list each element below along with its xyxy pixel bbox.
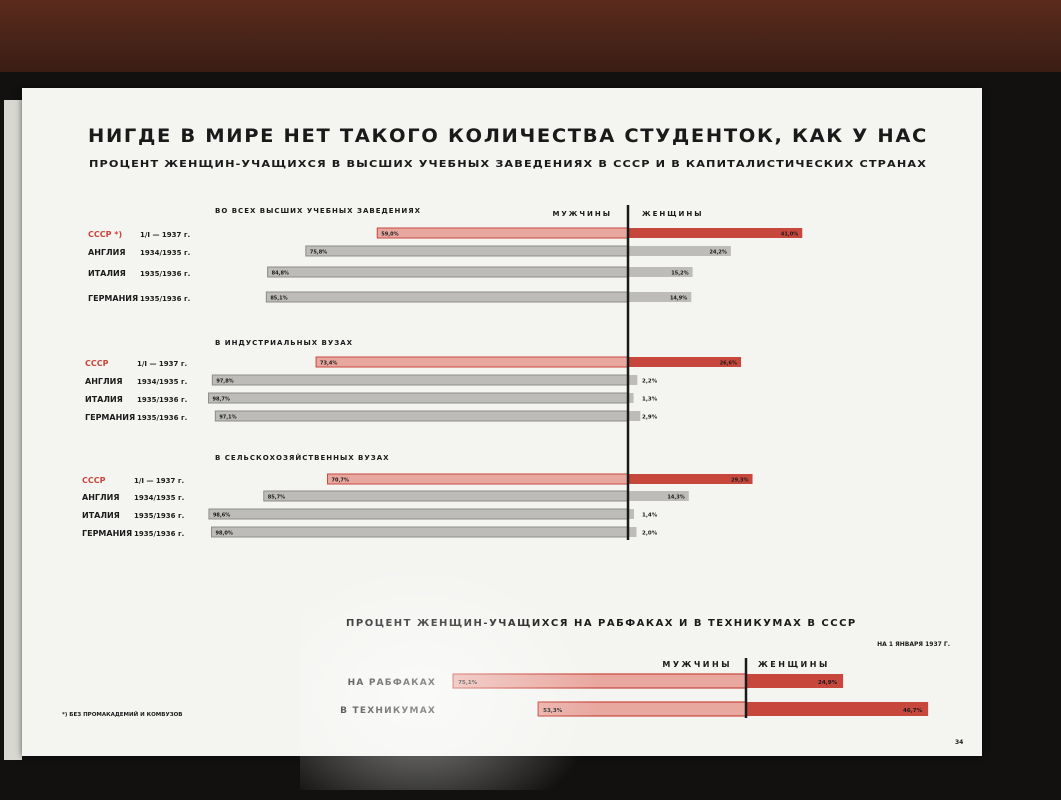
women-value-label: 46,7% xyxy=(903,708,923,714)
women-bar xyxy=(628,267,693,277)
year-label: 1934/1935 г. xyxy=(134,494,184,502)
women-header: ЖЕНЩИНЫ xyxy=(642,210,703,218)
women-value-label: 24,9% xyxy=(818,680,838,686)
country-label: СССР *) xyxy=(88,230,122,239)
men-value-label: 97,1% xyxy=(219,415,236,421)
men-value-label: 75,1% xyxy=(458,680,478,686)
men-value-label: 84,8% xyxy=(272,271,289,277)
women-bar xyxy=(628,375,638,385)
men-value-label: 75,8% xyxy=(310,250,327,256)
men-bar xyxy=(263,490,629,502)
year-label: 1934/1935 г. xyxy=(140,249,190,257)
women-value-label: 1,3% xyxy=(642,397,658,403)
men-value-label: 97,8% xyxy=(216,379,233,385)
women-value-label: 24,2% xyxy=(709,250,726,256)
row-label: НА РАБФАКАХ xyxy=(348,678,436,688)
women-bar xyxy=(628,411,641,421)
women-header: ЖЕНЩИНЫ xyxy=(758,660,830,669)
women-bar xyxy=(746,674,844,688)
men-bar xyxy=(208,508,629,520)
women-value-label: 14,3% xyxy=(667,495,684,501)
country-label: ГЕРМАНИЯ xyxy=(82,529,132,538)
women-value-label: 29,3% xyxy=(731,478,748,484)
men-value-label: 53,3% xyxy=(543,708,563,714)
women-bar xyxy=(628,474,753,484)
year-label: 1/I — 1937 г. xyxy=(134,477,184,485)
men-bar xyxy=(376,227,629,239)
women-value-label: 1,4% xyxy=(642,513,658,519)
men-bar xyxy=(537,701,747,717)
men-bar xyxy=(327,473,629,485)
men-value-label: 85,1% xyxy=(270,296,287,302)
women-value-label: 2,9% xyxy=(642,415,658,421)
page-edge xyxy=(4,100,22,760)
women-bar xyxy=(746,702,929,716)
men-value-label: 98,7% xyxy=(213,397,230,403)
country-label: ГЕРМАНИЯ xyxy=(88,294,138,303)
group-title: ВО ВСЕХ ВЫСШИХ УЧЕБНЫХ ЗАВЕДЕНИЯХ xyxy=(215,207,421,215)
men-bar xyxy=(211,374,629,386)
year-label: 1935/1936 г. xyxy=(140,295,190,303)
country-label: ИТАЛИЯ xyxy=(88,269,126,278)
men-bar xyxy=(208,392,629,404)
group-title: В ИНДУСТРИАЛЬНЫХ ВУЗАХ xyxy=(215,339,353,347)
country-label: АНГЛИЯ xyxy=(85,377,122,386)
year-label: 1935/1936 г. xyxy=(137,414,187,422)
men-bar xyxy=(267,266,629,278)
men-value-label: 85,7% xyxy=(268,495,285,501)
women-bar xyxy=(628,292,692,302)
men-bar xyxy=(265,291,629,303)
men-value-label: 59,0% xyxy=(381,232,398,238)
women-bar xyxy=(628,357,742,367)
women-bar xyxy=(628,228,803,238)
country-label: ИТАЛИЯ xyxy=(82,511,120,520)
page-title: НИГДЕ В МИРЕ НЕТ ТАКОГО КОЛИЧЕСТВА СТУДЕ… xyxy=(88,125,928,147)
country-label: ИТАЛИЯ xyxy=(85,395,123,404)
year-label: 1935/1936 г. xyxy=(134,530,184,538)
men-header: МУЖЧИНЫ xyxy=(662,660,732,669)
women-value-label: 2,2% xyxy=(642,379,658,385)
year-label: 1/I — 1937 г. xyxy=(140,231,190,239)
country-label: СССР xyxy=(82,476,106,485)
bottom-chart-title: ПРОЦЕНТ ЖЕНЩИН-УЧАЩИХСЯ НА РАБФАКАХ И В … xyxy=(346,618,857,629)
men-bar xyxy=(315,356,629,368)
women-bar xyxy=(628,527,637,537)
men-value-label: 70,7% xyxy=(332,478,349,484)
men-header: МУЖЧИНЫ xyxy=(552,210,612,218)
row-label: В ТЕХНИКУМАХ xyxy=(340,706,436,716)
page-number: 34 xyxy=(955,739,963,746)
women-value-label: 15,2% xyxy=(671,271,688,277)
year-label: 1935/1936 г. xyxy=(134,512,184,520)
women-bar xyxy=(628,509,634,519)
women-value-label: 2,0% xyxy=(642,531,658,537)
footnote: *) БЕЗ ПРОМАКАДЕМИЙ И КОМВУЗОВ xyxy=(62,710,183,718)
women-bar xyxy=(628,491,689,501)
men-value-label: 73,4% xyxy=(320,361,337,367)
country-label: АНГЛИЯ xyxy=(88,248,125,257)
country-label: СССР xyxy=(85,359,109,368)
men-bar xyxy=(214,410,629,422)
men-bar xyxy=(305,245,629,257)
year-label: 1/I — 1937 г. xyxy=(137,360,187,368)
men-value-label: 98,0% xyxy=(216,531,233,537)
background-wall xyxy=(0,0,1061,72)
year-label: 1934/1935 г. xyxy=(137,378,187,386)
women-value-label: 41,0% xyxy=(781,232,798,238)
women-bar xyxy=(628,246,731,256)
year-label: 1935/1936 г. xyxy=(140,270,190,278)
page-subtitle: ПРОЦЕНТ ЖЕНЩИН-УЧАЩИХСЯ В ВЫСШИХ УЧЕБНЫХ… xyxy=(89,159,927,170)
year-label: 1935/1936 г. xyxy=(137,396,187,404)
bottom-chart-date: НА 1 ЯНВАРЯ 1937 Г. xyxy=(877,641,950,648)
country-label: АНГЛИЯ xyxy=(82,493,119,502)
men-bar xyxy=(452,673,747,689)
women-bar xyxy=(628,393,634,403)
women-value-label: 26,6% xyxy=(720,361,737,367)
group-title: В СЕЛЬСКОХОЗЯЙСТВЕННЫХ ВУЗАХ xyxy=(215,453,390,462)
men-bar xyxy=(211,526,629,538)
men-value-label: 98,6% xyxy=(213,513,230,519)
country-label: ГЕРМАНИЯ xyxy=(85,413,135,422)
women-value-label: 14,9% xyxy=(670,296,687,302)
